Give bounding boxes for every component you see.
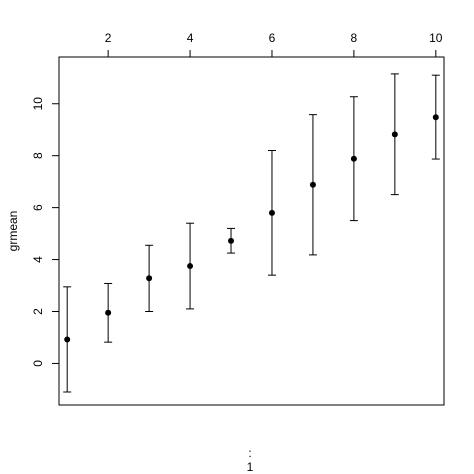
plot-frame xyxy=(58,56,445,406)
data-points xyxy=(64,114,439,343)
data-point-3 xyxy=(146,275,153,282)
x-tick-label: 4 xyxy=(187,31,194,45)
data-point-6 xyxy=(268,209,275,216)
y-tick-label: 0 xyxy=(31,360,45,367)
x-tick-label: 6 xyxy=(269,31,276,45)
y-tick-label: 2 xyxy=(31,308,45,315)
y-axis-title: grmean xyxy=(6,211,20,252)
y-tick-label: 8 xyxy=(31,152,45,159)
y-axis: 0 2 4 6 8 10 xyxy=(31,97,60,367)
data-point-1 xyxy=(64,336,71,343)
y-tick-label: 10 xyxy=(31,97,45,111)
error-bars xyxy=(63,73,440,393)
data-point-7 xyxy=(309,181,316,188)
data-point-8 xyxy=(350,155,357,162)
data-point-5 xyxy=(228,237,235,244)
y-tick-label: 6 xyxy=(31,204,45,211)
x-axis: 2 4 6 8 10 xyxy=(105,31,443,58)
x-axis-title-line-2: 1 xyxy=(247,460,254,474)
data-point-2 xyxy=(105,309,112,316)
data-point-9 xyxy=(391,131,398,138)
x-axis-title-line-1: : xyxy=(248,446,251,460)
data-point-4 xyxy=(187,263,194,270)
x-tick-label: 2 xyxy=(105,31,112,45)
data-point-10 xyxy=(432,114,439,121)
x-tick-label: 8 xyxy=(351,31,358,45)
y-tick-label: 4 xyxy=(31,256,45,263)
x-tick-label: 10 xyxy=(429,31,443,45)
